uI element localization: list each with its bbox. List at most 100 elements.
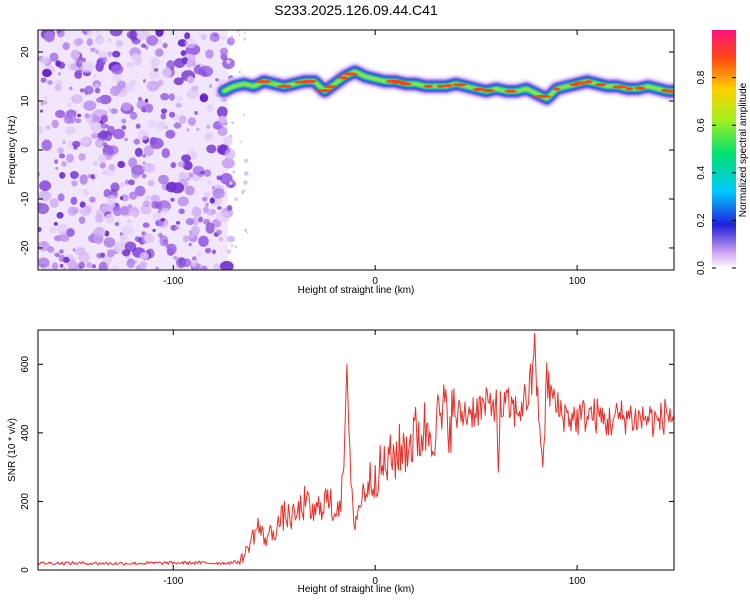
noise-blob: [205, 202, 209, 207]
noise-blob: [95, 209, 101, 215]
noise-blob: [209, 32, 220, 42]
noise-blob: [82, 188, 90, 196]
spectrogram-y-tick-label: 20: [20, 46, 31, 58]
noise-blob: [38, 126, 44, 134]
noise-speck: [242, 113, 245, 116]
noise-blob: [62, 140, 66, 145]
noise-speck: [238, 70, 241, 74]
noise-blob: [40, 77, 47, 83]
noise-blob: [178, 208, 185, 215]
noise-blob: [103, 237, 116, 248]
noise-blob: [94, 83, 99, 87]
noise-blob: [49, 198, 59, 208]
noise-blob: [66, 153, 74, 163]
noise-blob: [62, 42, 70, 51]
ridge-hotspot: [315, 89, 333, 93]
noise-blob: [67, 102, 72, 108]
noise-blob: [198, 216, 204, 223]
noise-speck: [237, 30, 240, 33]
noise-blob: [186, 88, 199, 100]
noise-blob: [74, 118, 82, 124]
colorbar-tick-label: 0.2: [696, 213, 707, 227]
noise-blob: [166, 243, 177, 255]
noise-blob: [54, 159, 58, 164]
noise-blob: [58, 61, 66, 69]
noise-blob: [93, 73, 97, 79]
noise-blob: [212, 249, 216, 255]
ridge-hotspot: [342, 72, 358, 76]
noise-blob: [198, 235, 209, 247]
noise-blob: [110, 265, 120, 270]
noise-speck: [227, 145, 231, 149]
noise-blob: [131, 167, 141, 179]
noise-blob: [205, 222, 215, 234]
noise-blob: [180, 258, 192, 268]
noise-blob: [100, 114, 108, 123]
noise-blob: [222, 136, 233, 146]
noise-blob: [182, 160, 193, 171]
noise-blob: [175, 225, 180, 230]
noise-blob: [44, 96, 48, 100]
noise-blob: [70, 196, 78, 205]
ridge-hotspot: [324, 85, 337, 89]
noise-blob: [102, 170, 107, 175]
noise-blob: [179, 115, 187, 124]
noise-speck: [231, 121, 235, 125]
noise-blob: [219, 260, 234, 270]
noise-blob: [114, 221, 120, 227]
noise-blob: [120, 88, 128, 97]
noise-blob: [121, 224, 134, 235]
noise-blob: [58, 153, 66, 159]
noise-blob: [150, 57, 160, 68]
spectrogram-x-tick-label: 100: [569, 276, 586, 287]
noise-blob: [76, 60, 83, 68]
noise-blob: [182, 235, 190, 243]
noise-blob: [170, 161, 177, 169]
noise-blob: [39, 180, 52, 191]
noise-blob: [160, 218, 166, 222]
noise-blob: [200, 170, 205, 175]
ridge-hotspot: [472, 87, 485, 91]
ridge-hotspot: [423, 84, 434, 88]
noise-blob: [101, 110, 108, 116]
noise-speck: [228, 134, 233, 139]
noise-blob: [90, 47, 96, 53]
noise-speck: [243, 158, 248, 163]
noise-speck: [232, 170, 236, 174]
noise-speck: [243, 37, 247, 41]
colorbar-tick-label: 0.0: [696, 261, 707, 275]
noise-speck: [234, 245, 238, 249]
noise-blob: [160, 108, 168, 114]
noise-blob: [149, 136, 158, 145]
noise-blob: [134, 185, 146, 197]
noise-blob: [147, 180, 155, 187]
spectrogram-y-label: Frequency (Hz): [7, 116, 18, 185]
noise-blob: [173, 77, 184, 86]
noise-blob: [206, 209, 214, 216]
noise-blob: [95, 37, 103, 44]
noise-blob: [159, 235, 169, 247]
noise-blob: [90, 133, 99, 139]
noise-blob: [135, 30, 150, 40]
noise-blob: [189, 234, 194, 239]
noise-blob: [120, 182, 125, 188]
noise-blob: [227, 40, 233, 45]
noise-blob: [184, 185, 195, 196]
noise-blob: [57, 193, 65, 202]
noise-blob: [63, 256, 70, 263]
noise-blob: [56, 224, 70, 235]
ridge-hotspot: [665, 89, 674, 93]
noise-blob: [126, 30, 138, 39]
spectrogram-x-tick-label: 0: [372, 276, 378, 287]
noise-blob: [66, 228, 75, 237]
noise-blob: [176, 96, 183, 102]
noise-blob: [177, 196, 189, 207]
noise-blob: [203, 169, 212, 177]
colorbar-ticks: 0.0 0.2 0.4 0.6 0.8: [696, 70, 736, 275]
noise-blob: [72, 248, 76, 252]
noise-blob: [212, 188, 225, 199]
noise-blob: [199, 93, 209, 103]
noise-blob: [38, 55, 50, 65]
noise-blob: [59, 263, 64, 268]
noise-blob: [178, 171, 187, 181]
